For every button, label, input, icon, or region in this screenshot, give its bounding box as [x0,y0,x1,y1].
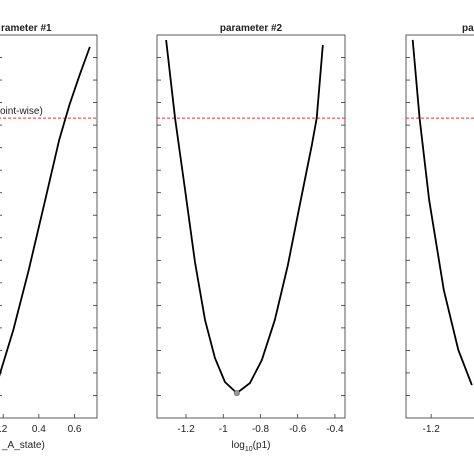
x-tick-label: 0.4 [32,424,46,435]
profile-curve [411,39,473,386]
x-tick-label: 0.6 [68,424,82,435]
panel-title: rameter #1 [1,23,52,34]
axes-box [405,34,474,419]
x-tick-label: -0.8 [252,424,270,435]
x-tick-label: -1 [219,424,228,435]
x-axis-label-main: log [232,440,245,451]
panel-title: parameter #2 [220,23,283,34]
x-tick-label: -1.2 [423,424,441,435]
profile-curve [165,39,324,395]
panel-title: para [462,23,474,34]
optimum-marker [233,390,240,397]
x-tick-label: -1.2 [177,424,195,435]
x-axis-label: _A_state) [1,440,45,451]
x-axis-label-main: _A_state) [1,440,45,451]
x-tick-label: .2 [0,424,8,435]
x-axis-label-sub: 10 [245,446,253,453]
axes-box [156,34,346,419]
threshold-label: oint-wise) [0,106,43,117]
x-tick-label: -0.4 [326,424,344,435]
x-tick-label: -0.6 [289,424,307,435]
x-axis-label-rest: (p1) [253,440,271,451]
x-axis-label: log10(p1) [232,440,271,453]
profile-curve [0,46,91,377]
axes-box [0,34,98,419]
